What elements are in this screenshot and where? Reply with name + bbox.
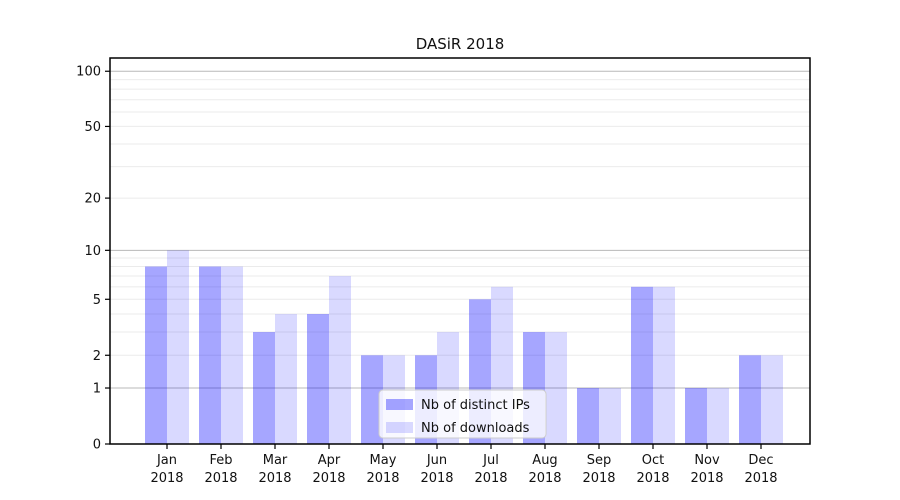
x-tick-label-year: 2018 xyxy=(744,471,777,486)
bar-downloads-jan xyxy=(167,250,189,444)
x-tick-label-month: Jun xyxy=(426,453,447,468)
bar-distinct-ips-oct xyxy=(631,286,653,444)
x-axis: Jan 2018 Feb 2018 Mar 2018 Apr 2018 May 2018 Jun 20… xyxy=(150,444,778,486)
y-tick-label: 1 xyxy=(93,382,101,397)
bar-distinct-ips-sep xyxy=(577,388,599,444)
bar-downloads-sep xyxy=(599,388,621,444)
bar-downloads-nov xyxy=(707,388,729,444)
x-tick-label-year: 2018 xyxy=(474,471,507,486)
bar-distinct-ips-mar xyxy=(253,332,275,444)
y-tick-label: 100 xyxy=(76,65,101,80)
y-tick-label: 50 xyxy=(84,120,101,135)
bar-downloads-feb xyxy=(221,266,243,444)
x-tick-label-year: 2018 xyxy=(204,471,237,486)
x-tick-label-year: 2018 xyxy=(258,471,291,486)
bar-downloads-mar xyxy=(275,314,297,444)
x-tick-label-year: 2018 xyxy=(420,471,453,486)
x-tick-label-month: Apr xyxy=(318,453,341,468)
bar-downloads-aug xyxy=(545,332,567,444)
legend-box xyxy=(378,389,547,439)
bar-distinct-ips-jan xyxy=(145,266,167,444)
y-axis: 0 1 2 5 10 20 50 100 xyxy=(76,65,110,453)
chart-title: DASiR 2018 xyxy=(416,35,505,53)
x-tick-label-year: 2018 xyxy=(312,471,345,486)
y-tick-label: 0 xyxy=(93,438,101,453)
legend-swatch-distinct-ips-icon xyxy=(386,399,413,410)
legend-label-distinct-ips: Nb of distinct IPs xyxy=(421,398,530,413)
y-tick-label: 2 xyxy=(93,349,101,364)
x-tick-label-month: Nov xyxy=(694,453,720,468)
x-tick-label-month: May xyxy=(370,453,397,468)
legend-label-downloads: Nb of downloads xyxy=(421,421,530,436)
x-tick-label-year: 2018 xyxy=(366,471,399,486)
x-tick-label-month: Sep xyxy=(587,453,612,468)
bar-distinct-ips-feb xyxy=(199,266,221,444)
y-tick-label: 20 xyxy=(84,192,101,207)
x-tick-label-year: 2018 xyxy=(690,471,723,486)
bar-distinct-ips-nov xyxy=(685,388,707,444)
bar-downloads-oct xyxy=(653,286,675,444)
x-tick-label-year: 2018 xyxy=(582,471,615,486)
x-tick-label-month: Jul xyxy=(482,453,499,468)
legend: Nb of distinct IPs Nb of downloads xyxy=(378,389,547,439)
bar-distinct-ips-dec xyxy=(739,355,761,444)
x-tick-label-month: Jan xyxy=(156,453,177,468)
bar-distinct-ips-may xyxy=(361,355,383,444)
x-tick-label-month: Dec xyxy=(748,453,773,468)
axes-spines xyxy=(109,57,811,445)
legend-swatch-downloads-icon xyxy=(386,422,413,433)
x-tick-label-year: 2018 xyxy=(528,471,561,486)
x-tick-label-year: 2018 xyxy=(636,471,669,486)
bar-distinct-ips-apr xyxy=(307,314,329,444)
gridlines xyxy=(110,70,810,389)
bar-downloads-apr xyxy=(329,276,351,444)
x-tick-label-month: Mar xyxy=(263,453,288,468)
y-tick-label: 5 xyxy=(93,293,101,308)
y-tick-label: 10 xyxy=(84,244,101,259)
x-tick-label-year: 2018 xyxy=(150,471,183,486)
x-tick-label-month: Oct xyxy=(642,453,664,468)
x-tick-label-month: Feb xyxy=(209,453,232,468)
x-tick-label-month: Aug xyxy=(532,453,557,468)
bar-downloads-dec xyxy=(761,355,783,444)
